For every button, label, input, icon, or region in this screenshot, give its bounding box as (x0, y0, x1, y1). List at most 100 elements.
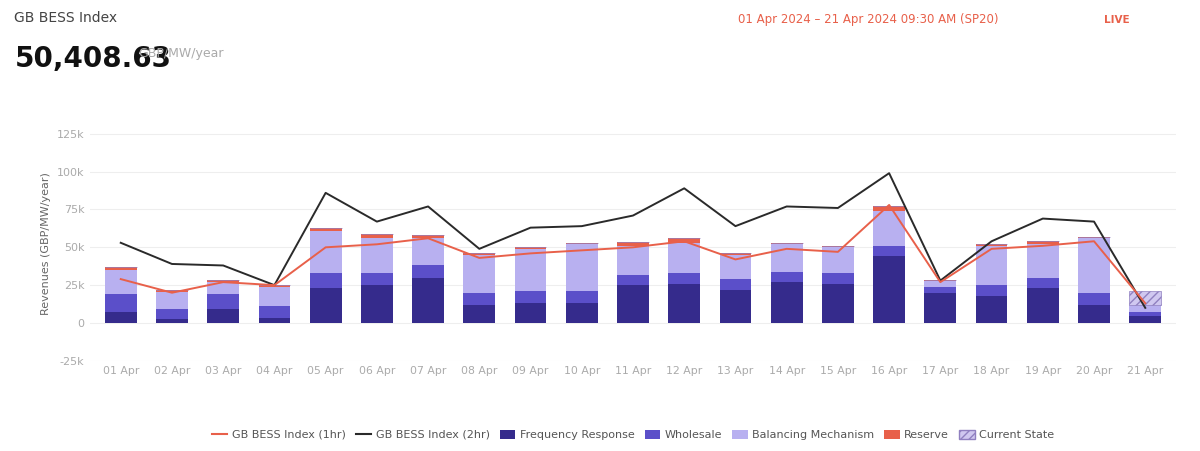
Bar (361, 238, 392, 273)
Bar (566, 304, 598, 323)
Bar (770, 243, 803, 244)
Bar (258, 318, 290, 323)
GB BESS Index (1hr) (728, 257, 743, 262)
Bar (413, 238, 444, 266)
Bar (566, 291, 598, 304)
Bar (720, 290, 751, 323)
Bar (310, 228, 342, 230)
Bar (104, 294, 137, 313)
GB BESS Index (1hr) (626, 244, 641, 250)
Bar (1129, 313, 1162, 316)
Bar (924, 281, 956, 287)
Bar (361, 285, 392, 323)
GB BESS Index (1hr) (575, 248, 589, 253)
Text: 50,408.63: 50,408.63 (14, 45, 172, 73)
Bar (310, 273, 342, 288)
Bar (104, 313, 137, 323)
Bar (104, 270, 137, 294)
Bar (720, 255, 751, 279)
Bar (258, 306, 290, 318)
Bar (874, 257, 905, 323)
Text: GB BESS Index: GB BESS Index (14, 11, 118, 25)
GB BESS Index (2hr) (164, 261, 179, 267)
Bar (156, 319, 188, 323)
GB BESS Index (2hr) (830, 205, 845, 211)
GB BESS Index (2hr) (114, 240, 128, 245)
Bar (413, 277, 444, 323)
Bar (156, 308, 188, 319)
Bar (668, 284, 700, 323)
Bar (924, 287, 956, 293)
Text: 01 Apr 2024 – 21 Apr 2024 09:30 AM (SP20): 01 Apr 2024 – 21 Apr 2024 09:30 AM (SP20… (738, 13, 998, 26)
Bar (770, 282, 803, 323)
GB BESS Index (2hr) (575, 223, 589, 229)
Bar (258, 287, 290, 306)
Bar (1078, 305, 1110, 323)
GB BESS Index (2hr) (523, 225, 538, 230)
Bar (976, 244, 1008, 246)
Bar (208, 280, 239, 282)
FancyBboxPatch shape (1091, 5, 1144, 36)
GB BESS Index (1hr) (472, 255, 486, 261)
Line: GB BESS Index (1hr): GB BESS Index (1hr) (121, 205, 1145, 304)
GB BESS Index (1hr) (268, 282, 282, 288)
GB BESS Index (2hr) (216, 263, 230, 268)
Bar (1027, 288, 1058, 323)
Bar (617, 285, 649, 323)
Bar (822, 247, 853, 273)
GB BESS Index (1hr) (677, 239, 691, 244)
GB BESS Index (2hr) (1036, 216, 1050, 221)
GB BESS Index (1hr) (523, 251, 538, 256)
Bar (515, 247, 546, 249)
GB BESS Index (2hr) (984, 239, 998, 244)
Bar (156, 292, 188, 308)
GB BESS Index (2hr) (934, 278, 948, 283)
GB BESS Index (2hr) (882, 170, 896, 176)
Bar (258, 285, 290, 287)
Bar (1129, 316, 1162, 323)
Bar (104, 267, 137, 270)
GB BESS Index (1hr) (318, 244, 332, 250)
GB BESS Index (1hr) (1036, 243, 1050, 249)
Bar (617, 275, 649, 285)
GB BESS Index (2hr) (370, 219, 384, 224)
Bar (515, 304, 546, 323)
Bar (617, 242, 649, 246)
Bar (1027, 277, 1058, 288)
GB BESS Index (1hr) (882, 202, 896, 207)
Bar (720, 253, 751, 255)
GB BESS Index (2hr) (677, 186, 691, 191)
Text: LIVE: LIVE (1104, 15, 1130, 25)
Bar (1078, 238, 1110, 293)
Bar (924, 293, 956, 323)
GB BESS Index (1hr) (780, 246, 794, 252)
Bar (1027, 241, 1058, 244)
Bar (1078, 237, 1110, 238)
Bar (976, 296, 1008, 323)
Bar (310, 288, 342, 323)
Bar (720, 279, 751, 290)
Bar (463, 305, 496, 323)
Bar (668, 243, 700, 273)
Bar (463, 253, 496, 255)
GB BESS Index (1hr) (1087, 239, 1102, 244)
Bar (413, 235, 444, 238)
GB BESS Index (2hr) (626, 213, 641, 218)
GB BESS Index (2hr) (780, 204, 794, 209)
GB BESS Index (2hr) (268, 282, 282, 288)
Bar (924, 280, 956, 281)
Bar (208, 294, 239, 309)
Bar (566, 243, 598, 244)
Bar (976, 285, 1008, 296)
GB BESS Index (1hr) (370, 242, 384, 247)
GB BESS Index (2hr) (472, 246, 486, 252)
GB BESS Index (1hr) (421, 235, 436, 241)
GB BESS Index (1hr) (216, 280, 230, 285)
Bar (515, 291, 546, 304)
Bar (515, 249, 546, 291)
GB BESS Index (2hr) (728, 223, 743, 229)
GB BESS Index (1hr) (164, 290, 179, 295)
Bar (208, 282, 239, 294)
Bar (976, 246, 1008, 285)
Bar (822, 273, 853, 284)
